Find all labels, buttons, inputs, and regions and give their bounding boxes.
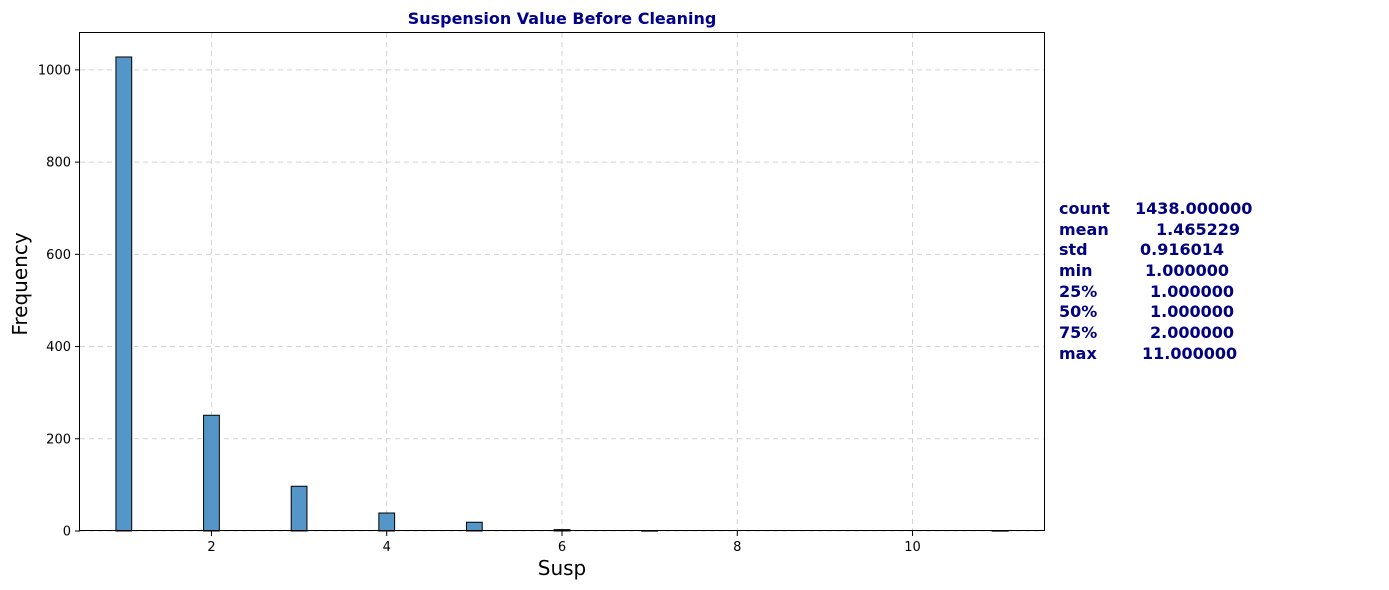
stat-value: 1.000000: [1150, 302, 1235, 322]
y-tick-label: 400: [46, 340, 71, 355]
stat-row: mean 1.465229: [1059, 220, 1252, 241]
stat-row: count 1438.000000: [1059, 199, 1252, 220]
x-axis-label: Susp: [538, 556, 587, 580]
stat-value: 1438.000000: [1135, 199, 1253, 218]
histogram-bar: [378, 512, 396, 532]
stat-row: std 0.916014: [1059, 240, 1252, 261]
histogram-bar: [465, 521, 483, 532]
x-tick-label: 10: [904, 540, 921, 555]
histogram-bar: [203, 414, 220, 532]
stat-value: 0.916014: [1140, 240, 1225, 260]
stat-name: 25%: [1059, 281, 1098, 301]
y-tick-label: 200: [46, 432, 71, 447]
stat-name: std: [1059, 240, 1088, 260]
stat-name: max: [1059, 343, 1097, 363]
x-tick-label: 6: [558, 540, 566, 555]
histogram-bar: [290, 485, 308, 532]
y-axis-label: Frequency: [8, 232, 32, 335]
stat-name: 75%: [1059, 323, 1098, 343]
chart-title: Suspension Value Before Cleaning: [408, 9, 717, 28]
x-tick-label: 4: [383, 540, 391, 555]
x-tick-label: 2: [207, 540, 215, 555]
plot-frame: [79, 32, 1045, 531]
stat-value: 1.000000: [1150, 281, 1235, 301]
stat-row: 75% 2.000000: [1059, 323, 1252, 344]
stat-row: 25% 1.000000: [1059, 282, 1252, 303]
y-tick-label: 600: [46, 248, 71, 263]
histogram-bar: [115, 56, 133, 532]
stat-row: max 11.000000: [1059, 344, 1252, 365]
stat-value: 2.000000: [1150, 323, 1235, 343]
x-axis-ticks: 2 4 6 8 10: [207, 531, 921, 555]
stat-name: mean: [1059, 219, 1109, 239]
stat-row: min 1.000000: [1059, 261, 1252, 282]
grid-lines: [80, 33, 1044, 532]
y-tick-label: 1000: [38, 63, 71, 78]
stat-value: 11.000000: [1142, 343, 1238, 363]
stat-row: 50% 1.000000: [1059, 302, 1252, 323]
stat-name: min: [1059, 261, 1093, 281]
y-tick-label: 800: [46, 156, 71, 171]
y-tick-label: 0: [63, 525, 71, 540]
summary-statistics: count 1438.000000 mean 1.465229 std 0.916014 m…: [1059, 199, 1252, 365]
stat-value: 1.000000: [1145, 261, 1230, 281]
stat-name: 50%: [1059, 302, 1098, 322]
y-axis-ticks: 0 200 400 600 800 1000: [38, 63, 80, 540]
x-tick-label: 8: [733, 540, 741, 555]
stat-name: count: [1059, 199, 1110, 218]
stat-value: 1.465229: [1156, 219, 1241, 239]
